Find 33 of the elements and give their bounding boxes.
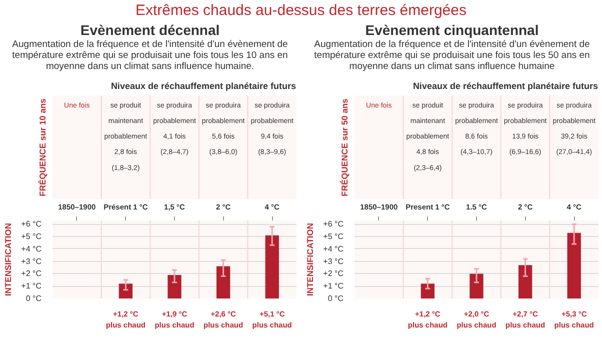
chart-title: Evènement décennal: [79, 21, 221, 40]
y-tick-label: +1 °C: [21, 282, 42, 291]
y-axis-title: INTENSIFICATION: [305, 222, 316, 296]
y-tick-label: +6 °C: [21, 220, 42, 229]
y-tick-label: +4 °C: [323, 244, 344, 254]
chart-subtitle: Augmentation de la fréquence et de l'intensité d'un évènement de température extrême qui se produisait une fois tous les 50 ans en moyenne dans un climat sans influence humaine: [313, 39, 591, 72]
bar: [216, 266, 230, 298]
bar: [567, 232, 581, 298]
chart-title: Evènement cinquantennal: [364, 21, 540, 40]
bar: [265, 235, 279, 298]
chart-subtitle: Augmentation de la fréquence et de l'intensité d'un évènement de température extrême qui se produisait une fois tous les 10 ans en moyenne dans un climat sans influence humaine.: [11, 39, 289, 72]
y-tick-label: +2 °C: [21, 269, 42, 278]
y-tick-label: +4 °C: [21, 244, 42, 254]
y-axis-title: INTENSIFICATION: [3, 222, 14, 296]
bar: [118, 284, 133, 298]
text: FRÉQUENCE sur 10 ans: [38, 98, 48, 196]
bar: [420, 284, 435, 298]
y-tick-label: +3 °C: [21, 256, 42, 266]
bar: [168, 274, 182, 298]
bar: [518, 265, 532, 298]
bar: [470, 274, 484, 298]
y-tick-label: 0 °C: [328, 294, 344, 303]
y-tick-label: 0 °C: [26, 294, 42, 303]
text: Niveaux de réchauffement planétaire futurs: [412, 80, 598, 93]
text: FRÉQUENCE sur 50 ans: [340, 98, 350, 196]
y-tick-label: +1 °C: [323, 282, 344, 291]
y-tick-label: +5 °C: [21, 232, 42, 242]
y-tick-label: +3 °C: [323, 256, 344, 266]
text: Niveaux de réchauffement planétaire futurs: [110, 80, 296, 93]
y-tick-label: +5 °C: [323, 232, 344, 242]
y-tick-label: +2 °C: [323, 269, 344, 278]
text: Extrêmes chauds au-dessus des terres émergées: [134, 1, 468, 21]
y-tick-label: +6 °C: [323, 220, 344, 229]
